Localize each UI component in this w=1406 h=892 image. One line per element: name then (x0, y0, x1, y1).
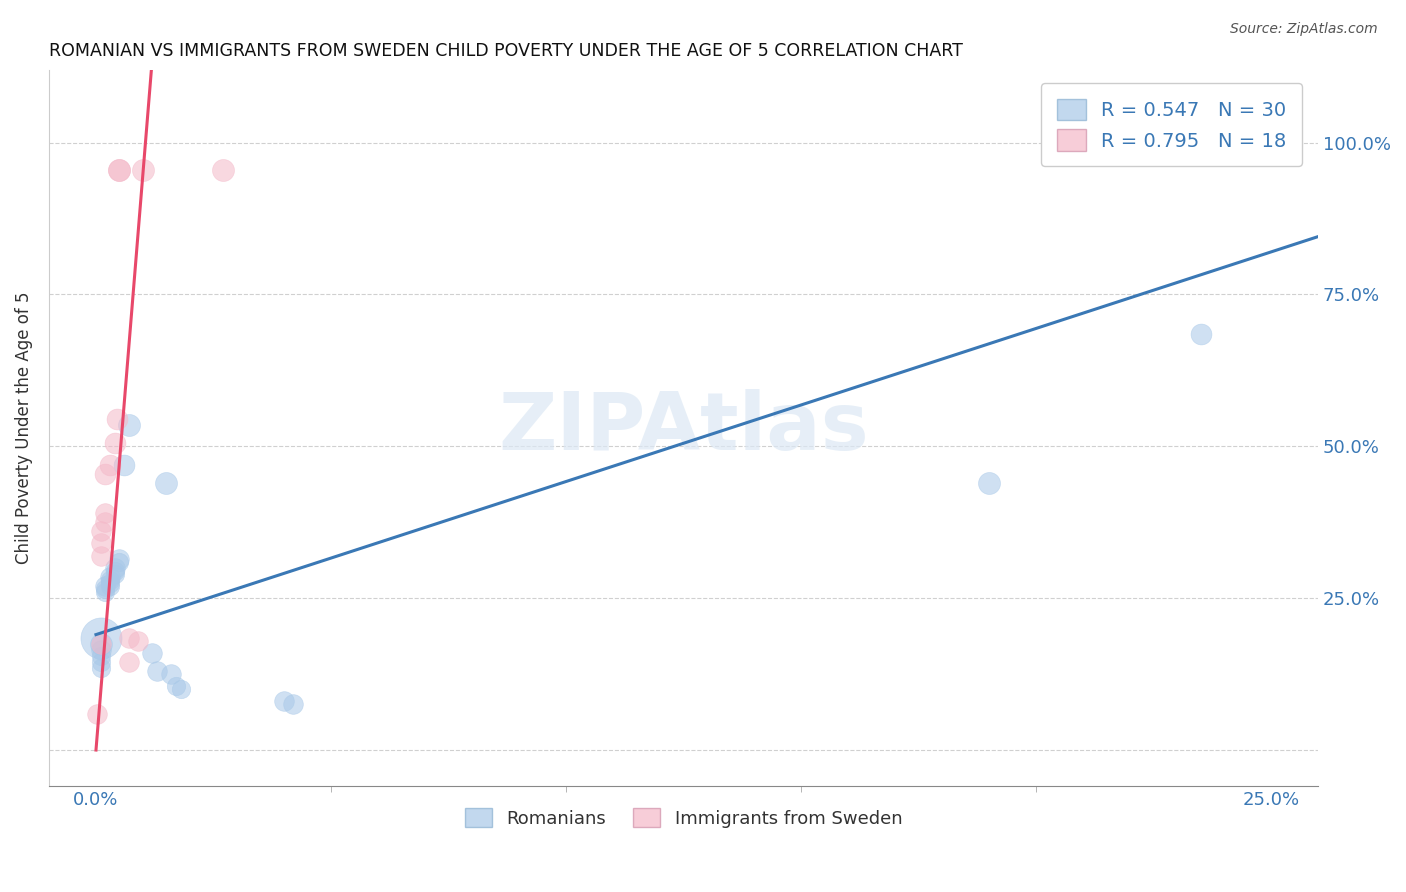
Text: ZIPAtlas: ZIPAtlas (498, 389, 869, 467)
Point (90, 648, 112, 663)
Point (118, 655, 141, 669)
Point (212, 162, 235, 177)
Point (94, 506, 117, 520)
Point (94, 515, 117, 529)
Text: ROMANIAN VS IMMIGRANTS FROM SWEDEN CHILD POVERTY UNDER THE AGE OF 5 CORRELATION : ROMANIAN VS IMMIGRANTS FROM SWEDEN CHILD… (49, 42, 963, 60)
Point (1189, 326, 1212, 341)
Point (160, 667, 183, 681)
Point (112, 458, 135, 472)
Point (90, 524, 112, 539)
Point (90, 536, 112, 550)
Point (98, 579, 121, 593)
Point (90, 637, 112, 651)
Point (86, 706, 108, 721)
Text: Source: ZipAtlas.com: Source: ZipAtlas.com (1230, 22, 1378, 37)
Point (108, 162, 131, 177)
Point (90, 637, 112, 651)
Point (108, 555, 131, 569)
Point (94, 585, 117, 599)
Point (283, 698, 305, 712)
Point (98, 576, 121, 591)
Point (104, 436, 127, 450)
Point (127, 633, 149, 648)
Point (94, 467, 117, 481)
Point (98, 458, 121, 472)
Point (132, 162, 155, 177)
Point (155, 475, 177, 490)
Point (90, 631, 112, 645)
Point (90, 655, 112, 669)
Y-axis label: Child Poverty Under the Age of 5: Child Poverty Under the Age of 5 (15, 292, 32, 565)
Point (146, 664, 169, 678)
Point (105, 412, 128, 426)
Point (104, 564, 127, 578)
Point (108, 551, 131, 566)
Point (90, 661, 112, 675)
Point (90, 642, 112, 657)
Point (94, 582, 117, 596)
Point (977, 475, 1000, 490)
Point (98, 573, 121, 587)
Point (90, 549, 112, 563)
Legend: Romanians, Immigrants from Sweden: Romanians, Immigrants from Sweden (457, 800, 910, 835)
Point (118, 631, 141, 645)
Point (118, 417, 141, 432)
Point (165, 679, 187, 693)
Point (169, 682, 191, 697)
Point (273, 694, 295, 708)
Point (104, 566, 127, 581)
Point (94, 579, 117, 593)
Point (141, 646, 163, 660)
Point (108, 162, 131, 177)
Point (98, 570, 121, 584)
Point (104, 561, 127, 575)
